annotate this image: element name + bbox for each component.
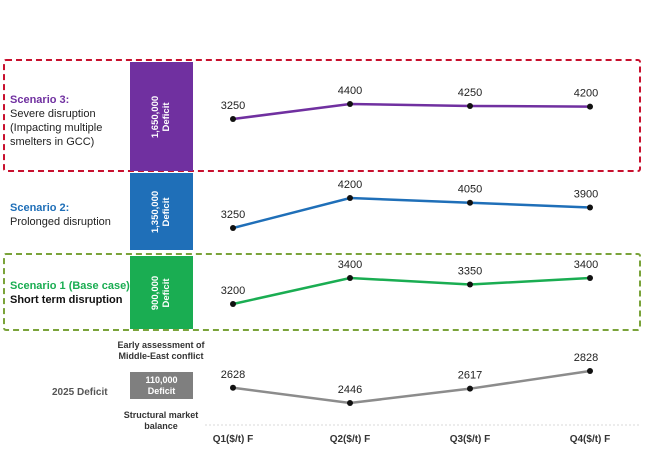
data-label: 3350 [458, 266, 482, 278]
scenario3-title: Scenario 3: [10, 94, 70, 106]
series-line-4 [232, 369, 591, 405]
data-point [230, 225, 236, 231]
data-point [587, 275, 593, 281]
scenario2-label: Scenario 2: Prolonged disruption [10, 201, 111, 229]
data-label: 4050 [458, 184, 482, 196]
data-point [467, 199, 473, 206]
scenario2-deficit-bar: 1,350,000 Deficit [130, 173, 193, 250]
series-line-1 [232, 102, 591, 121]
scenario1-title: Scenario 1 (Base case): [10, 280, 134, 292]
data-label: 4400 [338, 85, 362, 97]
scenario1-label: Scenario 1 (Base case): Short term disru… [10, 279, 134, 307]
series-line-2 [232, 196, 591, 230]
data-point [587, 103, 593, 110]
scenario3-highlight-box [3, 59, 641, 172]
early-assessment-line2: Middle-East conflict [118, 351, 204, 361]
data-label: 3250 [221, 100, 245, 112]
deficit-2025-label: 2025 Deficit [52, 387, 108, 398]
data-point [467, 281, 473, 288]
data-point [347, 101, 353, 107]
x-tick-label: Q4($/t) F [570, 434, 611, 445]
data-label: 3900 [574, 188, 598, 200]
x-tick-label: Q2($/t) F [330, 434, 371, 445]
series-line-3 [232, 276, 591, 306]
data-point [587, 204, 593, 211]
structural-balance-note: Structural market balance [105, 410, 217, 432]
early-assessment-line1: Early assessment of [117, 340, 205, 350]
data-label: 4200 [338, 179, 362, 191]
data-label: 2446 [338, 384, 362, 396]
scenario1-line1: Short term disruption [10, 294, 123, 306]
data-label: 4200 [574, 88, 598, 100]
scenario3-line1: Severe disruption [10, 108, 96, 120]
early-assessment-note: Early assessment of Middle-East conflict [105, 340, 217, 362]
scenario3-line2: (Impacting multiple [10, 122, 103, 134]
data-label: 3200 [221, 285, 245, 297]
scenario3-line3: smelters in GCC) [10, 136, 95, 148]
data-point [230, 116, 236, 122]
data-label: 3250 [221, 209, 245, 221]
scenario2-title: Scenario 2: [10, 202, 70, 214]
data-label: 4250 [458, 87, 482, 99]
data-label: 2617 [458, 370, 482, 382]
deficit-2025-unit: Deficit [147, 385, 176, 396]
scenario3-deficit-bar: 1,650,000 Deficit [130, 62, 193, 171]
data-point [467, 385, 473, 392]
scenario1-deficit-bar: 900,000 Deficit [130, 256, 193, 329]
data-point [347, 400, 353, 406]
structural-balance-line1: Structural market [123, 410, 199, 420]
data-label: 2828 [574, 352, 598, 364]
data-point [587, 368, 593, 374]
deficit-2025-box: 110,000 Deficit [130, 372, 193, 399]
data-point [347, 195, 353, 201]
scenario2-line1: Prolonged disruption [10, 216, 111, 228]
scenario3-label: Scenario 3: Severe disruption (Impacting… [10, 93, 102, 149]
data-point [230, 384, 236, 391]
data-label: 3400 [574, 259, 598, 271]
deficit-2025-value: 110,000 [145, 374, 178, 385]
x-tick-label: Q1($/t) F [213, 434, 254, 445]
data-label: 2628 [221, 369, 245, 381]
data-point [467, 102, 473, 109]
scenario1-highlight-box [3, 253, 641, 331]
data-point [347, 275, 353, 281]
structural-balance-line2: balance [144, 421, 178, 431]
x-tick-label: Q3($/t) F [450, 434, 491, 445]
data-point [230, 301, 236, 307]
data-label: 3400 [338, 259, 362, 271]
